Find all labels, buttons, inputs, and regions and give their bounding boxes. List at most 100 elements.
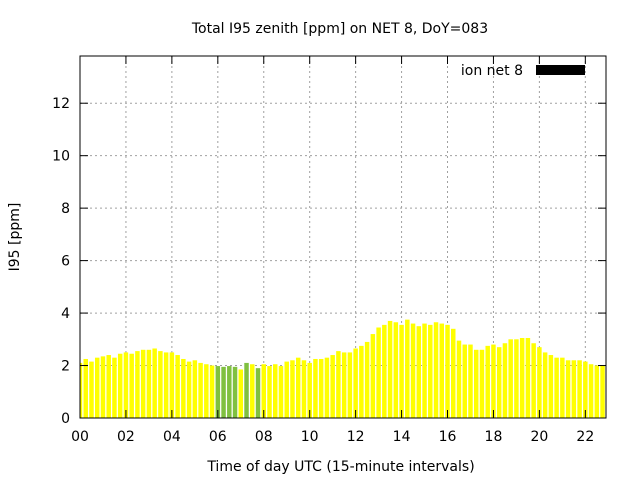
bar bbox=[439, 323, 445, 418]
bar bbox=[405, 319, 410, 418]
bar bbox=[571, 360, 577, 418]
bar bbox=[341, 352, 347, 418]
x-tick-label: 04 bbox=[163, 429, 181, 445]
bar bbox=[577, 360, 582, 418]
bar bbox=[336, 351, 341, 418]
x-tick-label: 12 bbox=[347, 429, 365, 445]
x-tick-label: 18 bbox=[485, 429, 503, 445]
legend: ion net 8 bbox=[461, 63, 585, 79]
bar bbox=[290, 360, 295, 418]
bar bbox=[169, 352, 175, 418]
bar bbox=[588, 364, 594, 418]
bar bbox=[548, 355, 554, 418]
bar bbox=[186, 361, 192, 418]
bar bbox=[106, 355, 111, 418]
x-tick-label: 00 bbox=[71, 429, 89, 445]
bar bbox=[428, 324, 433, 418]
bar bbox=[359, 345, 364, 418]
x-tick-label: 16 bbox=[439, 429, 457, 445]
bar bbox=[491, 344, 496, 418]
bar bbox=[255, 368, 261, 418]
bars bbox=[80, 319, 605, 418]
bar bbox=[117, 353, 123, 418]
bar bbox=[485, 345, 490, 418]
bar bbox=[565, 360, 571, 418]
bar bbox=[479, 349, 485, 418]
bar bbox=[462, 344, 467, 418]
bar bbox=[324, 357, 330, 418]
bar bbox=[456, 340, 462, 418]
bar bbox=[525, 337, 531, 418]
bar bbox=[502, 343, 508, 418]
bar bbox=[175, 355, 180, 418]
bar bbox=[422, 323, 427, 418]
x-tick-label: 20 bbox=[530, 429, 548, 445]
bar bbox=[192, 360, 198, 418]
bar bbox=[204, 364, 209, 418]
bar bbox=[376, 327, 381, 418]
y-tick-label: 8 bbox=[61, 201, 70, 217]
bar bbox=[284, 361, 289, 418]
chart-title: Total I95 zenith [ppm] on NET 8, DoY=083 bbox=[191, 21, 488, 37]
bar bbox=[209, 365, 215, 418]
bar bbox=[410, 323, 416, 418]
y-tick-label: 0 bbox=[61, 411, 70, 427]
bar bbox=[496, 347, 502, 418]
y-axis-label: I95 [ppm] bbox=[7, 203, 23, 272]
bar bbox=[123, 352, 129, 418]
x-tick-label: 10 bbox=[301, 429, 319, 445]
bar bbox=[542, 352, 548, 418]
legend-swatch bbox=[536, 65, 585, 75]
bar bbox=[594, 365, 600, 418]
bar bbox=[560, 357, 565, 418]
bar bbox=[393, 322, 399, 418]
bar bbox=[514, 339, 519, 418]
plot-frame bbox=[79, 55, 607, 419]
bar bbox=[158, 351, 163, 418]
bar bbox=[250, 364, 255, 418]
bar bbox=[295, 357, 301, 418]
bar bbox=[445, 324, 450, 418]
bar bbox=[244, 362, 249, 418]
legend-label: ion net 8 bbox=[461, 63, 523, 79]
bar bbox=[94, 357, 100, 418]
bar bbox=[129, 353, 134, 418]
y-tick-label: 4 bbox=[61, 306, 70, 322]
bar bbox=[100, 356, 106, 418]
y-tick-label: 10 bbox=[52, 149, 70, 165]
bar bbox=[370, 334, 376, 418]
bar bbox=[152, 348, 157, 418]
bar bbox=[600, 365, 605, 418]
bar bbox=[181, 358, 186, 418]
bar bbox=[318, 358, 324, 418]
y-tick-label: 12 bbox=[52, 96, 70, 112]
bar bbox=[583, 361, 588, 418]
bar bbox=[146, 349, 152, 418]
x-axis-label: Time of day UTC (15-minute intervals) bbox=[206, 459, 474, 475]
bar bbox=[473, 349, 479, 418]
bar bbox=[347, 352, 353, 418]
y-tick-label: 2 bbox=[61, 359, 70, 375]
y-tick-label: 6 bbox=[61, 254, 70, 270]
bar bbox=[215, 366, 221, 418]
bar bbox=[273, 364, 278, 418]
bar bbox=[451, 328, 456, 418]
bar bbox=[416, 326, 422, 418]
bar bbox=[278, 366, 284, 418]
bar bbox=[221, 366, 226, 418]
bar bbox=[399, 324, 404, 418]
bar bbox=[364, 341, 370, 418]
bar bbox=[508, 339, 513, 418]
bar bbox=[301, 360, 307, 418]
bar bbox=[519, 337, 525, 418]
bar bbox=[135, 351, 140, 418]
x-tick-label: 14 bbox=[393, 429, 411, 445]
bar bbox=[267, 366, 272, 418]
x-tick-label: 02 bbox=[117, 429, 135, 445]
bar bbox=[353, 348, 358, 418]
x-tick-label: 06 bbox=[209, 429, 227, 445]
bar bbox=[232, 366, 238, 418]
bar bbox=[537, 347, 542, 418]
